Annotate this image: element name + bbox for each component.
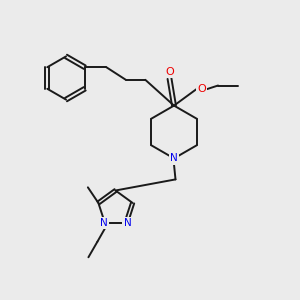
Text: O: O [165, 67, 174, 77]
Text: N: N [124, 218, 131, 228]
Text: N: N [100, 218, 107, 228]
Text: N: N [170, 153, 178, 164]
Text: O: O [197, 84, 206, 94]
